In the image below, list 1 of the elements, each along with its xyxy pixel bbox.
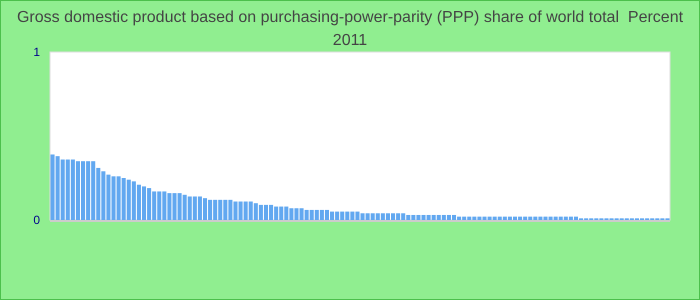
- y-tick-label: 0: [33, 213, 40, 227]
